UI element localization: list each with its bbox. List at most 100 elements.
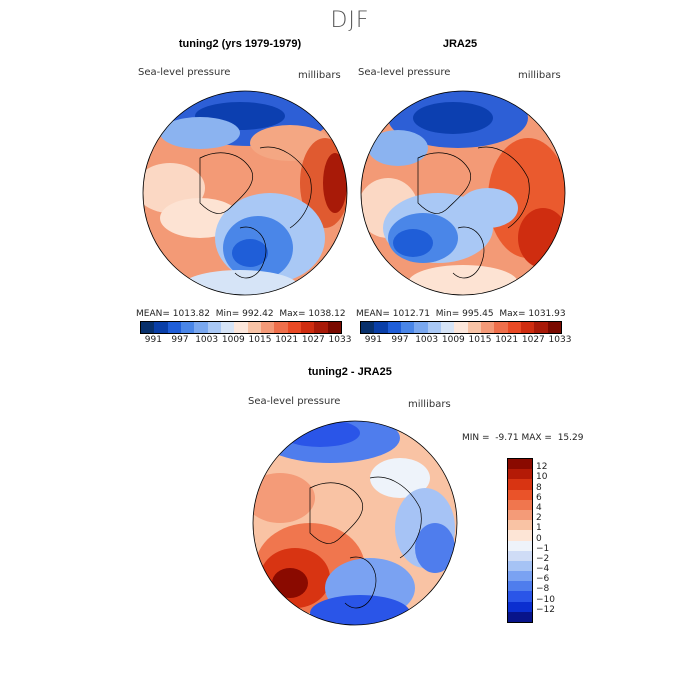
colorbar-tick-label: 12: [536, 462, 548, 473]
colorbar-tick-label: −12: [536, 604, 555, 615]
colorbar-swatch: [508, 509, 532, 521]
panel2-stats: MEAN= 1012.71 Min= 995.45 Max= 1031.93: [356, 309, 566, 319]
colorbar-swatch: [234, 322, 248, 333]
panel3-max: 15.29: [557, 433, 584, 443]
panel2-colorbar: [360, 321, 562, 334]
panel2-mean: 1012.71: [392, 309, 430, 319]
colorbar-tick-label: −1: [536, 543, 550, 554]
colorbar-swatch: [440, 322, 455, 333]
colorbar-swatch: [508, 469, 532, 480]
colorbar-swatch: [274, 322, 288, 333]
panel1-mean: 1013.82: [172, 309, 210, 319]
panel3-max-label: MAX =: [521, 433, 552, 443]
panel2-mean-label: MEAN=: [356, 309, 390, 319]
colorbar-tick-label: 1027: [521, 335, 545, 345]
panel1-colorbar-labels: 991 997 1003 1009 1015 1021 1027 1033: [140, 335, 352, 347]
colorbar-swatch: [520, 322, 535, 333]
panel1-max: 1038.12: [308, 309, 346, 319]
colorbar-swatch: [508, 611, 532, 622]
panel1-variable: Sea-level pressure: [138, 67, 231, 78]
colorbar-tick-label: 2: [536, 513, 542, 524]
colorbar-swatch: [154, 322, 168, 333]
colorbar-swatch: [287, 322, 301, 333]
colorbar-tick-label: −6: [536, 574, 550, 585]
colorbar-swatch: [260, 322, 275, 333]
colorbar-tick-label: 1015: [468, 335, 492, 345]
panel3-stats: MIN = -9.71 MAX = 15.29: [462, 433, 583, 443]
panel3-title: tuning2 - JRA25: [308, 366, 392, 378]
colorbar-swatch: [387, 322, 401, 333]
colorbar-tick-label: 1015: [248, 335, 272, 345]
panel2-variable: Sea-level pressure: [358, 67, 451, 78]
diff-colorbar: [507, 458, 533, 623]
colorbar-swatch: [508, 591, 532, 602]
panel1-units: millibars: [298, 70, 341, 81]
panel2-max-label: Max=: [499, 309, 526, 319]
colorbar-tick-label: −10: [536, 594, 555, 605]
colorbar-swatch: [508, 571, 532, 582]
colorbar-swatch: [141, 322, 155, 333]
colorbar-swatch: [508, 499, 532, 510]
panel2-min: 995.45: [462, 309, 494, 319]
colorbar-swatch: [507, 322, 521, 333]
colorbar-swatch: [327, 322, 341, 333]
panel1-mean-label: MEAN=: [136, 309, 170, 319]
colorbar-swatch: [534, 322, 548, 333]
colorbar-tick-label: −8: [536, 584, 550, 595]
panel1-min: 992.42: [242, 309, 274, 319]
colorbar-tick-label: 1009: [221, 335, 245, 345]
panel2-colorbar-labels: 991 997 1003 1009 1015 1021 1027 1033: [360, 335, 572, 347]
colorbar-swatch: [314, 322, 328, 333]
panel3-units: millibars: [408, 399, 451, 410]
colorbar-swatch: [207, 322, 221, 333]
panel2-min-label: Min=: [435, 309, 460, 319]
panel2-title: JRA25: [442, 38, 478, 50]
colorbar-swatch: [508, 540, 532, 551]
colorbar-swatch: [494, 322, 508, 333]
colorbar-swatch: [547, 322, 561, 333]
colorbar-tick-label: 1003: [415, 335, 439, 345]
colorbar-tick-label: 4: [536, 502, 542, 513]
colorbar-tick-label: 1033: [548, 335, 572, 345]
panel1-polar-map: [142, 90, 348, 296]
panel3-variable: Sea-level pressure: [248, 396, 341, 407]
panel3-min: -9.71: [495, 433, 519, 443]
colorbar-tick-label: 1021: [275, 335, 299, 345]
colorbar-swatch: [194, 322, 208, 333]
panel1-title: tuning2 (yrs 1979-1979): [178, 38, 302, 50]
colorbar-swatch: [480, 322, 495, 333]
panel2-units: millibars: [518, 70, 561, 81]
colorbar-swatch: [300, 322, 315, 333]
colorbar-swatch: [508, 550, 532, 561]
colorbar-tick-label: 1: [536, 523, 542, 534]
colorbar-tick-label: 8: [536, 482, 542, 493]
colorbar-swatch: [427, 322, 441, 333]
colorbar-swatch: [508, 581, 532, 592]
colorbar-tick-label: 1033: [328, 335, 352, 345]
colorbar-tick-label: 1009: [441, 335, 465, 345]
colorbar-swatch: [220, 322, 235, 333]
diff-colorbar-labels: 12 10 8 6 4 2 1 0 −1 −2 −4 −6 −8 −10 −12: [536, 458, 576, 621]
colorbar-swatch: [374, 322, 388, 333]
colorbar-swatch: [247, 322, 261, 333]
colorbar-swatch: [454, 322, 468, 333]
colorbar-swatch: [167, 322, 181, 333]
colorbar-swatch: [508, 601, 532, 612]
panel1-min-label: Min=: [215, 309, 240, 319]
colorbar-tick-label: 10: [536, 472, 548, 483]
colorbar-swatch: [180, 322, 195, 333]
colorbar-tick-label: 1021: [495, 335, 519, 345]
colorbar-tick-label: 6: [536, 492, 542, 503]
colorbar-tick-label: 1003: [195, 335, 219, 345]
colorbar-swatch: [508, 530, 532, 541]
colorbar-swatch: [414, 322, 428, 333]
colorbar-swatch: [508, 479, 532, 490]
colorbar-swatch: [508, 459, 532, 470]
colorbar-tick-label: 991: [364, 335, 382, 345]
colorbar-swatch: [467, 322, 481, 333]
colorbar-tick-label: 0: [536, 533, 542, 544]
colorbar-swatch: [400, 322, 415, 333]
colorbar-tick-label: 997: [391, 335, 409, 345]
season-title: DJF: [330, 8, 370, 33]
panel2-polar-map: [360, 90, 566, 296]
